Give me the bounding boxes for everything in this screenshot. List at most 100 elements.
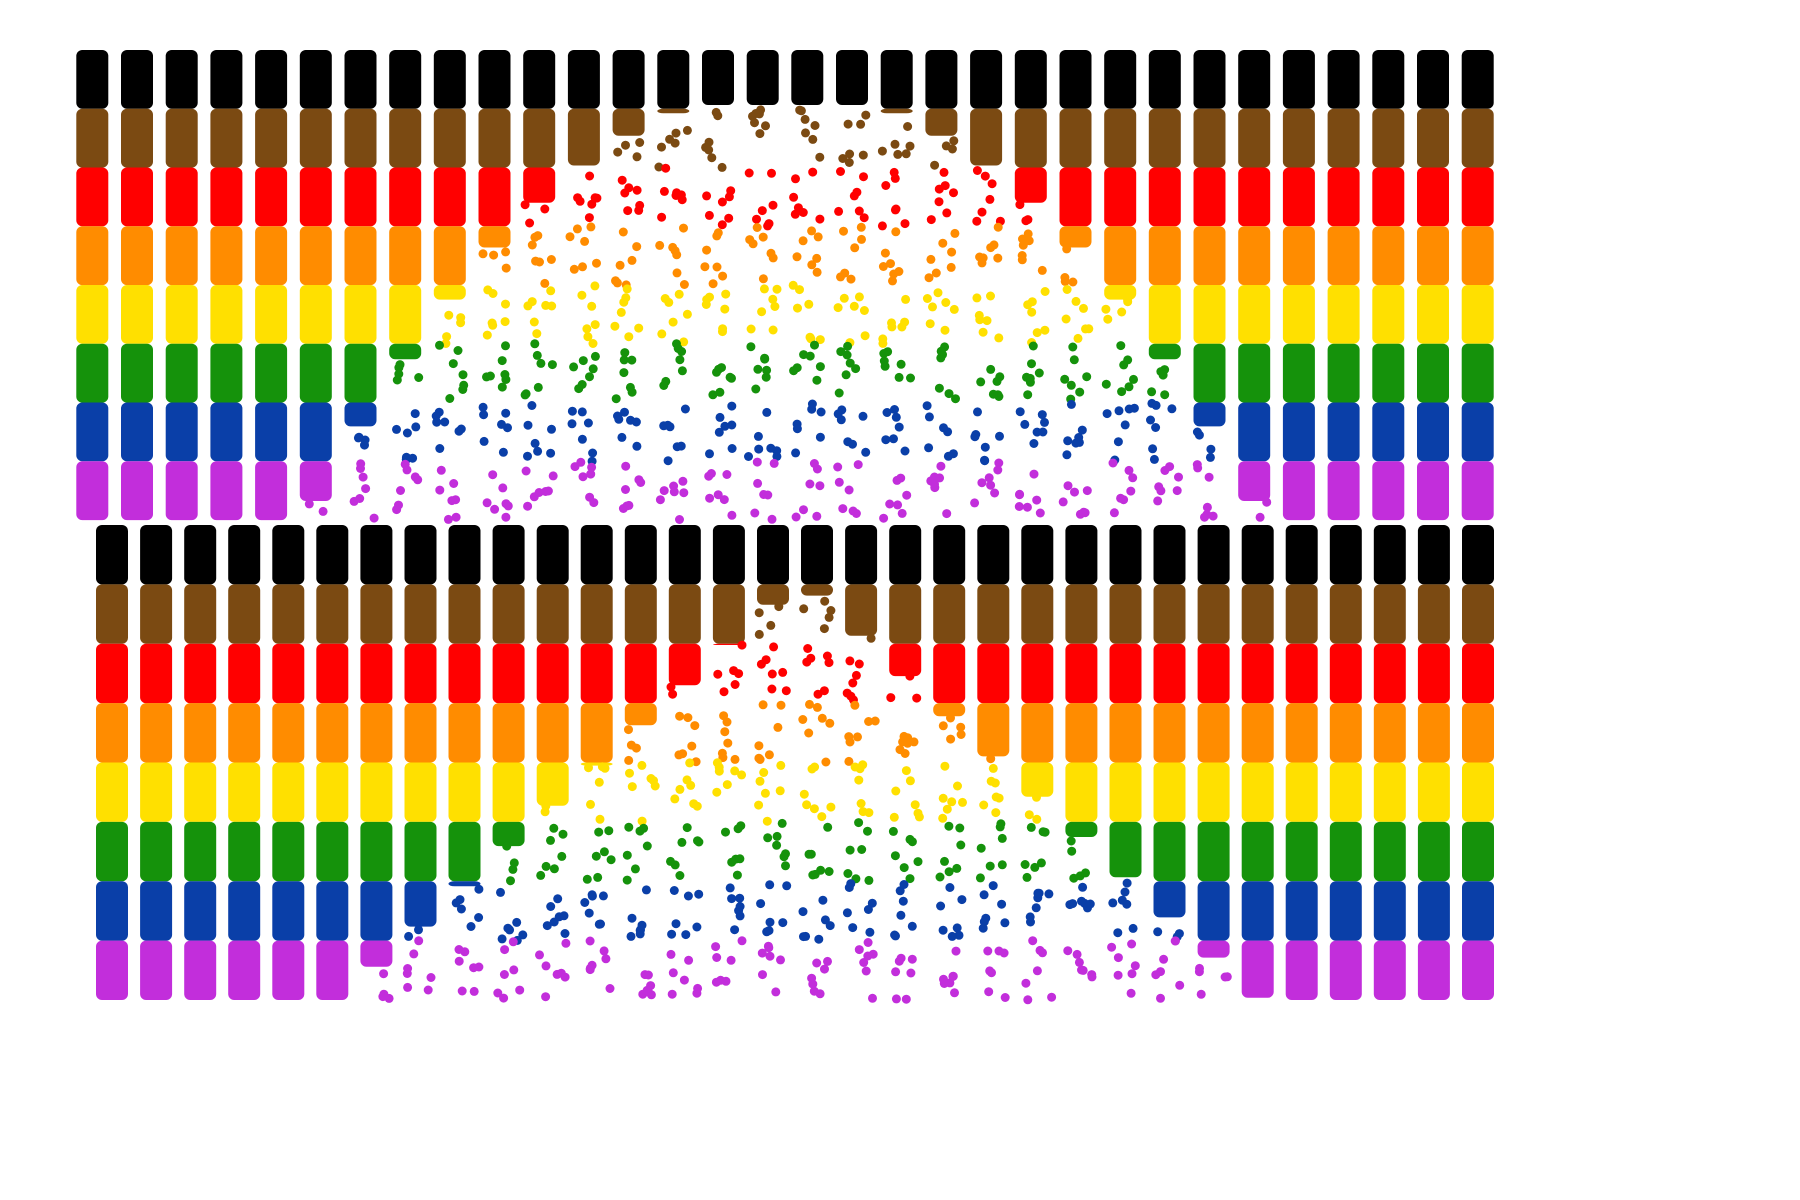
stripe-segment-red	[272, 643, 305, 704]
stripe-segment-red	[210, 167, 243, 227]
scatter-dot-green	[810, 340, 819, 350]
top-panel-column-0	[76, 50, 109, 521]
stripe-segment-brown	[1282, 108, 1315, 168]
stripe-segment-yellow	[1285, 762, 1318, 822]
scatter-dot-purple	[1130, 961, 1140, 971]
scatter-dot-purple	[893, 500, 903, 510]
stripe-segment-green	[1417, 343, 1449, 403]
scatter-dot-purple	[1021, 978, 1031, 988]
scatter-dot-green	[1026, 822, 1036, 832]
stripe-segment-brown	[1327, 108, 1360, 168]
scatter-dot-green	[735, 854, 745, 864]
bottom-panel-column-4	[272, 525, 305, 1000]
scatter-dot-yellow	[595, 814, 605, 824]
stripe-segment-blue	[1329, 881, 1362, 941]
scatter-dot-purple	[985, 966, 995, 976]
stripe-segment-black	[1059, 50, 1092, 109]
stripe-segment-orange	[1282, 226, 1315, 286]
stripe-segment-blue	[1461, 402, 1494, 462]
scatter-dot-yellow	[540, 807, 550, 817]
scatter-dot-purple	[894, 956, 904, 966]
stripe-segment-black	[580, 525, 613, 585]
scatter-dot-purple	[1151, 970, 1161, 980]
scatter-dot-yellow	[637, 816, 647, 826]
scatter-dot-red	[859, 213, 869, 223]
scatter-dot-purple	[936, 461, 946, 471]
scatter-dot-green	[445, 394, 455, 403]
scatter-dot-green	[751, 384, 761, 394]
scatter-dot-green	[733, 824, 743, 834]
scatter-dot-blue	[466, 922, 476, 931]
scatter-dot-red	[668, 689, 678, 699]
scatter-dot-blue	[1128, 923, 1138, 933]
scatter-dot-yellow	[804, 299, 814, 309]
scatter-dot-purple	[706, 469, 716, 478]
scatter-dot-orange	[1018, 234, 1027, 244]
stripe-segment-brown	[925, 108, 958, 136]
stripe-segment-orange	[433, 226, 466, 286]
scatter-dot-purple	[409, 949, 419, 959]
scatter-dot-yellow	[776, 760, 786, 770]
stripe-segment-yellow	[1021, 762, 1054, 797]
scatter-dot-purple	[410, 472, 420, 482]
scatter-dot-purple	[805, 479, 815, 489]
scatter-dot-green	[677, 366, 687, 376]
scatter-dot-orange	[626, 740, 636, 750]
scatter-dot-yellow	[1027, 307, 1037, 317]
scatter-dot-yellow	[627, 782, 637, 792]
scatter-dot-blue	[631, 417, 641, 427]
scatter-dot-purple	[605, 984, 615, 993]
stripe-segment-black	[1327, 50, 1360, 109]
stripe-segment-brown	[624, 584, 657, 644]
scatter-dot-orange	[720, 727, 730, 737]
stripe-segment-green	[316, 821, 349, 882]
scatter-dot-blue	[440, 417, 450, 427]
stripe-segment-purple	[1327, 461, 1360, 521]
stripe-segment-red	[1461, 167, 1494, 227]
scatter-dot-purple	[356, 464, 365, 473]
scatter-dot-orange	[569, 264, 579, 274]
scatter-dot-purple	[722, 470, 732, 479]
stripe-segment-red	[76, 167, 109, 227]
scatter-dot-blue	[667, 929, 677, 939]
scatter-dot-yellow	[859, 306, 869, 315]
scatter-dot-blue	[939, 423, 948, 433]
stripe-segment-green	[184, 821, 217, 882]
scatter-dot-blue	[764, 926, 774, 936]
scatter-dot-yellow	[826, 802, 836, 812]
stripe-segment-brown	[536, 584, 569, 644]
scatter-dot-orange	[857, 234, 866, 244]
scatter-dot-blue	[1114, 406, 1124, 416]
scatter-dot-blue	[753, 431, 763, 441]
stripe-segment-black	[165, 50, 198, 109]
scatter-dot-red	[768, 200, 778, 210]
scatter-dot-yellow	[975, 315, 985, 325]
scatter-dot-blue	[842, 908, 852, 918]
stripe-segment-yellow	[210, 285, 243, 344]
stripe-segment-brown	[1417, 108, 1449, 168]
scatter-dot-purple	[586, 469, 596, 479]
scatter-dot-purple	[986, 480, 996, 490]
scatter-dot-blue	[637, 920, 647, 930]
stripe-segment-red	[389, 167, 422, 227]
stripe-segment-orange	[165, 226, 198, 286]
stripe-segment-black	[360, 525, 393, 585]
stripe-segment-red	[1148, 167, 1181, 227]
scatter-dot-green	[763, 833, 773, 843]
stripe-segment-blue	[76, 402, 109, 462]
stripe-segment-purple	[165, 461, 198, 521]
scatter-dot-yellow	[1032, 814, 1042, 824]
scatter-dot-green	[906, 373, 915, 383]
scatter-dot-yellow	[925, 319, 935, 329]
scatter-dot-yellow	[616, 307, 626, 317]
top-panel-column-3	[210, 50, 243, 521]
stripe-segment-orange	[140, 703, 173, 763]
stripe-segment-black	[1329, 525, 1362, 585]
scatter-dot-red	[659, 186, 669, 196]
scatter-dot-yellow	[1084, 324, 1094, 334]
stripe-segment-green	[121, 343, 153, 403]
scatter-dot-orange	[798, 715, 808, 724]
scatter-dot-orange	[713, 228, 723, 238]
scatter-dot-blue	[635, 929, 645, 939]
scatter-dot-blue	[512, 917, 522, 927]
